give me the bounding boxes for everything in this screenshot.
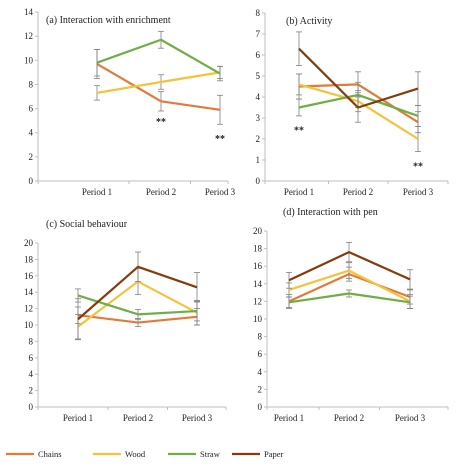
legend-label-wood: Wood bbox=[125, 449, 146, 459]
y-tick-label: 8 bbox=[29, 336, 34, 346]
y-tick-label: 6 bbox=[256, 50, 261, 60]
y-tick-label: 8 bbox=[258, 332, 263, 342]
y-tick-label: 4 bbox=[258, 367, 263, 377]
y-tick-label: 6 bbox=[29, 353, 34, 363]
y-tick-label: 2 bbox=[29, 386, 34, 396]
series-line-straw bbox=[298, 93, 419, 117]
panel-title: (b) Activity bbox=[286, 16, 332, 27]
x-tick-label: Period 1 bbox=[284, 187, 314, 197]
y-tick-label: 4 bbox=[29, 369, 34, 379]
y-tick-label: 10 bbox=[24, 55, 34, 65]
legend-label-chains: Chains bbox=[38, 449, 62, 459]
y-tick-label: 0 bbox=[258, 402, 263, 412]
series-line-straw bbox=[288, 292, 411, 304]
y-tick-label: 5 bbox=[256, 71, 261, 81]
y-tick-label: 14 bbox=[253, 279, 263, 289]
y-tick-label: 12 bbox=[253, 296, 262, 306]
y-tick-label: 2 bbox=[256, 134, 261, 144]
series-line-chains bbox=[96, 62, 221, 111]
y-tick-label: 6 bbox=[29, 104, 34, 114]
y-tick-label: 0 bbox=[256, 176, 261, 186]
y-tick-label: 6 bbox=[258, 349, 263, 359]
y-tick-label: 8 bbox=[256, 8, 261, 18]
x-tick-label: Period 3 bbox=[182, 413, 213, 423]
y-tick-label: 2 bbox=[258, 384, 263, 394]
y-tick-label: 20 bbox=[24, 238, 34, 248]
x-tick-label: Period 3 bbox=[395, 413, 426, 423]
x-tick-label: Period 2 bbox=[334, 413, 364, 423]
y-tick-label: 3 bbox=[256, 113, 261, 123]
significance-marker: ** bbox=[215, 134, 225, 145]
series-line-paper bbox=[298, 47, 419, 109]
y-tick-label: 10 bbox=[253, 314, 263, 324]
y-tick-label: 0 bbox=[29, 176, 34, 186]
y-tick-label: 14 bbox=[24, 287, 34, 297]
series-line-chains bbox=[77, 314, 198, 324]
panel-title: (a) Interaction with enrichment bbox=[46, 15, 171, 26]
x-tick-label: Period 3 bbox=[403, 187, 434, 197]
panel-title: (c) Social behaviour bbox=[46, 219, 128, 230]
legend-label-paper: Paper bbox=[264, 449, 284, 459]
x-tick-label: Period 2 bbox=[123, 413, 153, 423]
x-tick-label: Period 2 bbox=[146, 187, 176, 197]
significance-marker: ** bbox=[294, 126, 304, 137]
x-tick-label: Period 2 bbox=[343, 187, 373, 197]
significance-marker: ** bbox=[156, 117, 166, 128]
y-tick-label: 20 bbox=[253, 226, 263, 236]
x-tick-label: Period 3 bbox=[205, 187, 236, 197]
y-tick-label: 4 bbox=[256, 92, 261, 102]
y-tick-label: 18 bbox=[24, 254, 34, 264]
series-line-straw bbox=[96, 38, 221, 75]
y-tick-label: 8 bbox=[29, 79, 34, 89]
y-tick-label: 12 bbox=[24, 31, 33, 41]
y-tick-label: 16 bbox=[24, 271, 34, 281]
x-tick-label: Period 1 bbox=[63, 413, 93, 423]
y-tick-label: 12 bbox=[24, 304, 33, 314]
panel-title: (d) Interaction with pen bbox=[283, 207, 378, 218]
y-tick-label: 2 bbox=[29, 152, 34, 162]
y-tick-label: 7 bbox=[256, 29, 261, 39]
y-tick-label: 0 bbox=[29, 402, 34, 412]
y-tick-label: 14 bbox=[24, 7, 34, 17]
y-tick-label: 16 bbox=[253, 261, 263, 271]
x-tick-label: Period 1 bbox=[82, 187, 112, 197]
series-line-paper bbox=[288, 251, 411, 282]
significance-marker: ** bbox=[413, 161, 423, 172]
y-tick-label: 18 bbox=[253, 244, 263, 254]
y-tick-label: 4 bbox=[29, 128, 34, 138]
legend-label-straw: Straw bbox=[200, 449, 221, 459]
y-tick-label: 10 bbox=[24, 320, 34, 330]
x-tick-label: Period 1 bbox=[274, 413, 304, 423]
y-tick-label: 1 bbox=[256, 155, 261, 165]
